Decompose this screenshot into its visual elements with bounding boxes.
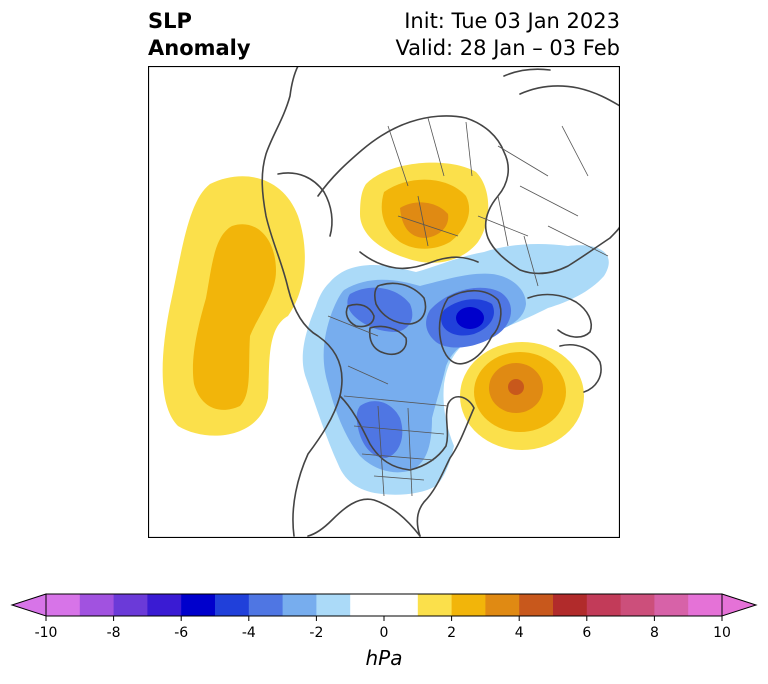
- colorbar-swatch: [113, 594, 148, 616]
- colorbar-swatch: [147, 594, 182, 616]
- positive-anomaly-atlantic: [460, 342, 584, 450]
- colorbar-tick-label: -2: [309, 625, 323, 641]
- positive-anomaly-siberia: [360, 162, 489, 263]
- colorbar-swatch: [282, 594, 317, 616]
- colorbar-swatch: [384, 594, 419, 616]
- positive-anomaly-pacific: [162, 176, 305, 436]
- negative-anomaly-arctic-north-america: [302, 244, 609, 495]
- colorbar-tick-label: -6: [174, 625, 188, 641]
- colorbar-tick-label: 4: [515, 625, 524, 641]
- colorbar-swatch: [688, 594, 723, 616]
- colorbar-swatch: [620, 594, 655, 616]
- colorbar-tick-label: 8: [650, 625, 659, 641]
- map-frame: [148, 66, 620, 538]
- colorbar-tick-label: 6: [582, 625, 591, 641]
- colorbar-tick-label: -8: [107, 625, 121, 641]
- map-title: SLP Anomaly: [148, 8, 251, 62]
- colorbar: -10 -8 -6 -4 -2 0 2 4 6 8 10: [10, 593, 758, 641]
- colorbar-tick-label: 10: [713, 625, 731, 641]
- colorbar-ticks: -10 -8 -6 -4 -2 0 2 4 6 8 10: [35, 616, 731, 641]
- political-boundaries: [327, 117, 609, 497]
- title-line-1: SLP: [148, 9, 192, 33]
- colorbar-swatch: [316, 594, 351, 616]
- colorbar-swatches: [10, 593, 758, 617]
- colorbar-swatch: [181, 594, 216, 616]
- colorbar-extend-min: [10, 593, 47, 617]
- colorbar-units: hPa: [365, 646, 403, 670]
- colorbar-swatch: [586, 594, 622, 616]
- colorbar-swatch: [350, 594, 385, 616]
- colorbar-tick-label: 0: [380, 625, 389, 641]
- colorbar-tick-label: -4: [242, 625, 256, 641]
- colorbar-swatch: [248, 594, 284, 616]
- colorbar-swatch: [519, 594, 554, 616]
- colorbar-swatch: [451, 594, 486, 616]
- colorbar-tick-label: 2: [447, 625, 456, 641]
- colorbar-swatch: [417, 594, 453, 616]
- colorbar-swatch: [215, 594, 250, 616]
- colorbar-tick-label: -10: [35, 625, 58, 641]
- colorbar-swatch: [553, 594, 588, 616]
- map-dates: Init: Tue 03 Jan 2023 Valid: 28 Jan – 03…: [395, 8, 620, 62]
- colorbar-swatch: [79, 594, 115, 616]
- colorbar-swatch: [654, 594, 689, 616]
- colorbar-swatch: [46, 594, 81, 616]
- colorbar-extend-max: [721, 593, 758, 617]
- init-date: Init: Tue 03 Jan 2023: [404, 9, 620, 33]
- valid-dates: Valid: 28 Jan – 03 Feb: [395, 36, 620, 60]
- colorbar-swatch: [485, 594, 520, 616]
- title-line-2: Anomaly: [148, 36, 251, 60]
- slp-anomaly-map: [148, 66, 620, 538]
